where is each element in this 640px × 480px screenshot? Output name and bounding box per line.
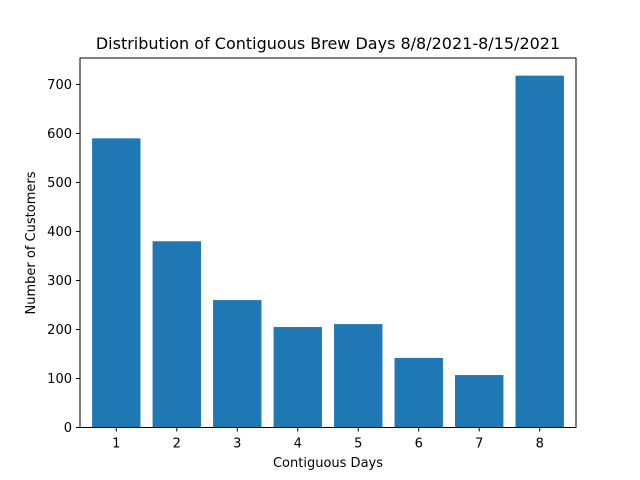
x-tick-label: 3: [233, 437, 241, 452]
bar-2: [152, 241, 201, 428]
x-tick-label: 5: [354, 437, 362, 452]
y-tick-label: 700: [47, 78, 72, 93]
y-tick-label: 400: [47, 225, 72, 240]
y-ticks: 0 100 200 300 400 500 600 700: [47, 78, 80, 436]
y-tick-label: 0: [64, 421, 72, 436]
x-tick-label: 7: [475, 437, 483, 452]
bar-8: [515, 75, 564, 428]
plot-frame: [79, 57, 577, 428]
chart-title: Distribution of Contiguous Brew Days 8/8…: [96, 34, 560, 53]
bars-group: [92, 75, 564, 428]
y-tick-label: 500: [47, 176, 72, 191]
x-axis-label: Contiguous Days: [273, 456, 383, 471]
bar-4: [273, 327, 322, 428]
y-tick-label: 300: [47, 274, 72, 289]
x-tick-label: 6: [415, 437, 423, 452]
x-tick-label: 2: [173, 437, 181, 452]
x-ticks: 1 2 3 4 5 6 7 8: [112, 427, 544, 452]
y-tick-label: 100: [47, 372, 72, 387]
bar-1: [92, 138, 141, 428]
x-tick-label: 8: [536, 437, 544, 452]
y-axis-label: Number of Customers: [24, 171, 39, 314]
bar-7: [455, 375, 504, 428]
bar-3: [213, 300, 262, 428]
y-tick-label: 600: [47, 127, 72, 142]
bar-6: [394, 357, 443, 428]
x-tick-label: 4: [294, 437, 302, 452]
y-tick-label: 200: [47, 323, 72, 338]
x-tick-label: 1: [112, 437, 120, 452]
bar-5: [334, 324, 383, 428]
